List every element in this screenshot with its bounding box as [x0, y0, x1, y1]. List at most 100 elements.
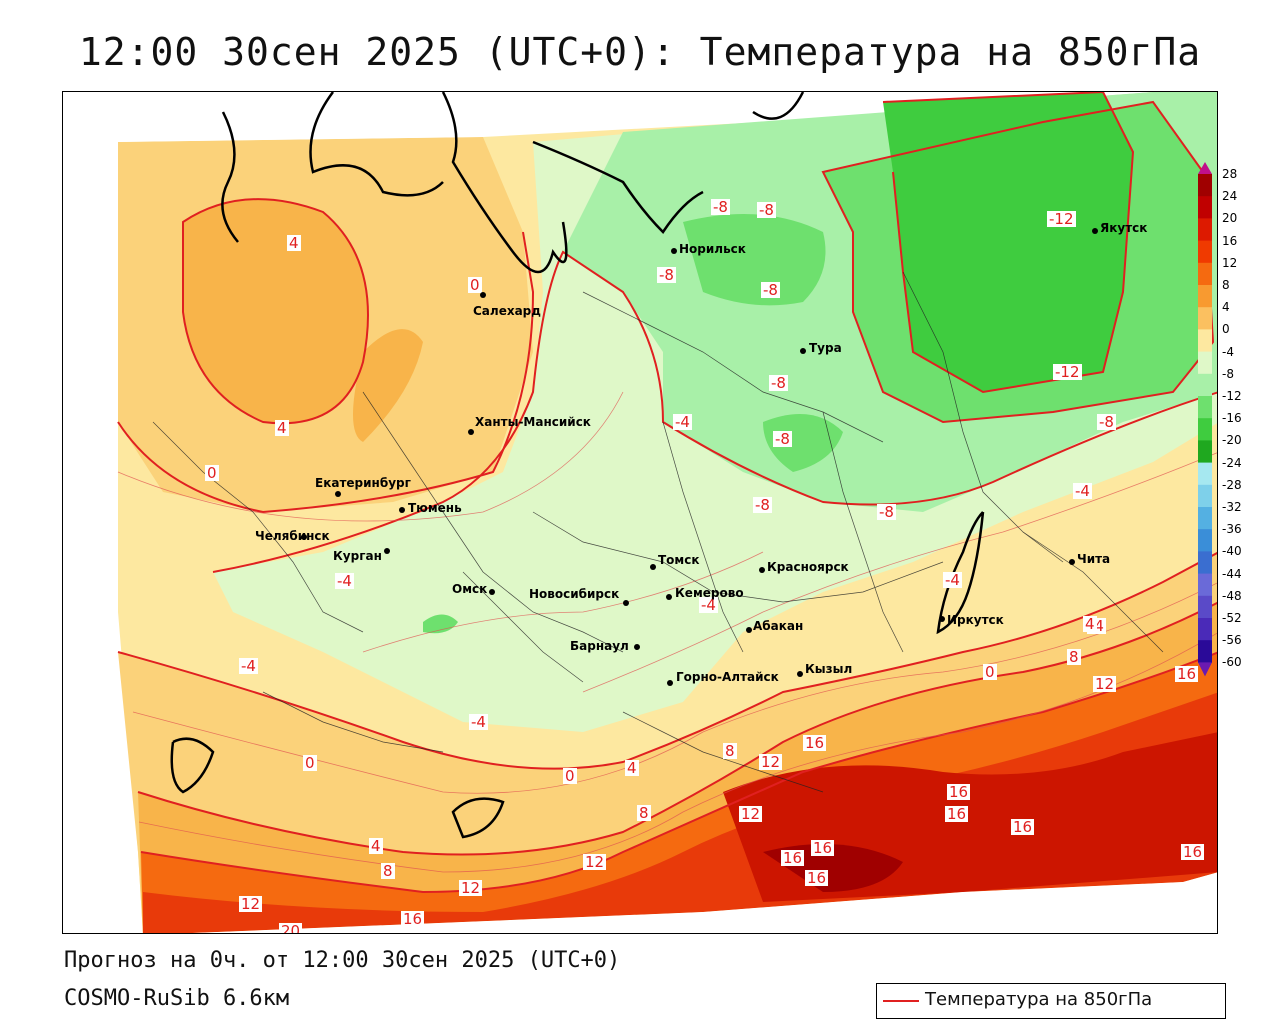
contour-label: 12	[583, 853, 607, 871]
temperature-map[interactable]: -8 -8 -8 -8 -12 -12 -8 -8 -8 -8 -8 -4 -4…	[62, 91, 1218, 934]
colorbar-swatch	[1198, 640, 1212, 663]
contour-label: -8	[1097, 413, 1116, 431]
colorbar-tick-label: -32	[1222, 500, 1242, 514]
contour-label: 12	[239, 895, 263, 913]
map-fields	[63, 92, 1217, 933]
city-marker	[489, 589, 495, 595]
colorbar-swatch	[1198, 307, 1212, 330]
contour-label: 20	[279, 923, 303, 933]
city-label-barnaul[interactable]: Барнаул	[570, 639, 629, 653]
legend-line-swatch	[883, 1000, 919, 1002]
contour-label: 0	[983, 663, 997, 681]
city-marker	[939, 616, 945, 622]
colorbar-tick-label: 0	[1222, 322, 1230, 337]
map-title: 12:00 30сен 2025 (UTC+0): Температура на…	[78, 30, 1202, 74]
colorbar-tick-label: 28	[1222, 167, 1238, 181]
contour-label: 12	[459, 879, 483, 897]
contour-label: -8	[753, 496, 772, 514]
city-label-norilsk[interactable]: Норильск	[679, 242, 746, 256]
city-marker	[480, 292, 486, 298]
colorbar-tick-label: -4	[1222, 344, 1234, 359]
colorbar-tick-label: -20	[1222, 433, 1242, 448]
city-label-omsk[interactable]: Омск	[452, 582, 488, 596]
contour-label: 16	[947, 783, 971, 801]
city-marker	[335, 491, 341, 497]
city-label-abakan[interactable]: Абакан	[753, 619, 804, 633]
city-label-kurgan[interactable]: Курган	[333, 549, 382, 563]
city-label-gorno-altaysk[interactable]: Горно-Алтайск	[676, 670, 779, 684]
colorbar	[1198, 162, 1212, 677]
city-marker	[671, 248, 677, 254]
city-label-chelyabinsk[interactable]: Челябинск	[255, 529, 330, 543]
contour-label: 16	[781, 849, 805, 867]
city-marker	[1092, 228, 1098, 234]
city-label-tura[interactable]: Тура	[809, 341, 842, 355]
legend-box: Температура на 850гПа	[876, 983, 1226, 1019]
city-marker	[384, 548, 390, 554]
forecast-caption: Прогноз на 0ч. от 12:00 30сен 2025 (UTC+…	[64, 948, 621, 973]
city-label-yakutsk[interactable]: Якутск	[1100, 221, 1148, 235]
contour-label: 16	[1175, 665, 1199, 683]
city-label-khanty-mansiysk[interactable]: Ханты-Мансийск	[475, 415, 591, 429]
city-label-krasnoyarsk[interactable]: Красноярск	[767, 560, 849, 574]
colorbar-swatch	[1198, 484, 1212, 508]
colorbar-swatch	[1198, 329, 1212, 353]
colorbar-tick-label: 20	[1222, 211, 1238, 226]
colorbar-swatch	[1198, 440, 1212, 464]
colorbar-swatch	[1198, 551, 1212, 575]
contour-label: 16	[1181, 843, 1205, 861]
colorbar-tick-label: -16	[1222, 411, 1242, 426]
city-marker	[667, 680, 673, 686]
contour-label: 8	[637, 804, 651, 822]
contour-label: 8	[381, 862, 395, 880]
city-marker	[746, 627, 752, 633]
city-marker	[800, 348, 806, 354]
colorbar-swatch	[1198, 507, 1212, 530]
city-label-kyzyl[interactable]: Кызыл	[805, 662, 853, 676]
contour-label: -12	[1047, 210, 1076, 228]
city-label-irkutsk[interactable]: Иркутск	[947, 613, 1004, 627]
city-label-kemerovo[interactable]: Кемерово	[675, 586, 744, 600]
city-marker	[650, 564, 656, 570]
colorbar-tick-label: -40	[1222, 544, 1242, 559]
city-label-novosibirsk[interactable]: Новосибирск	[529, 587, 620, 601]
colorbar-swatch	[1198, 573, 1212, 597]
city-marker	[623, 600, 629, 606]
colorbar-swatch	[1198, 396, 1212, 419]
contour-label: 4	[1083, 615, 1097, 633]
city-marker	[399, 507, 405, 513]
contour-label: -8	[773, 430, 792, 448]
colorbar-swatch	[1198, 595, 1212, 619]
contour-label: -12	[1053, 363, 1082, 381]
city-label-chita[interactable]: Чита	[1077, 552, 1111, 566]
city-marker	[468, 429, 474, 435]
contour-label: 16	[945, 805, 969, 823]
contour-label: 16	[1011, 818, 1035, 836]
contour-label: 0	[563, 767, 577, 785]
contour-label: 12	[1093, 675, 1117, 693]
colorbar-tick-label: -28	[1222, 477, 1242, 492]
colorbar-tick-label: 4	[1222, 300, 1230, 315]
colorbar-swatch	[1198, 262, 1212, 286]
city-label-tyumen[interactable]: Тюмень	[408, 501, 462, 515]
contour-label: 4	[369, 837, 383, 855]
contour-label: 16	[805, 869, 829, 887]
contour-label: 0	[468, 276, 482, 294]
colorbar-swatch	[1198, 218, 1212, 242]
city-label-tomsk[interactable]: Томск	[658, 553, 700, 567]
contour-label: 12	[739, 805, 763, 823]
city-label-yekaterinburg[interactable]: Екатеринбург	[315, 476, 411, 490]
colorbar-swatch	[1198, 462, 1212, 486]
contour-label: -8	[711, 198, 730, 216]
model-caption: COSMO-RuSib 6.6км	[64, 986, 290, 1011]
colorbar-tick-label: 8	[1222, 278, 1230, 292]
contour-label: -4	[335, 572, 354, 590]
city-label-salekhard[interactable]: Салехард	[473, 304, 541, 318]
colorbar-tick-label: -52	[1222, 611, 1242, 625]
contour-label: -8	[769, 374, 788, 392]
colorbar-swatch	[1198, 418, 1212, 441]
colorbar-tick-label: 24	[1222, 189, 1238, 204]
colorbar-tick-label: -60	[1222, 655, 1242, 670]
colorbar-swatch	[1198, 240, 1212, 264]
contour-label: 4	[275, 419, 289, 437]
